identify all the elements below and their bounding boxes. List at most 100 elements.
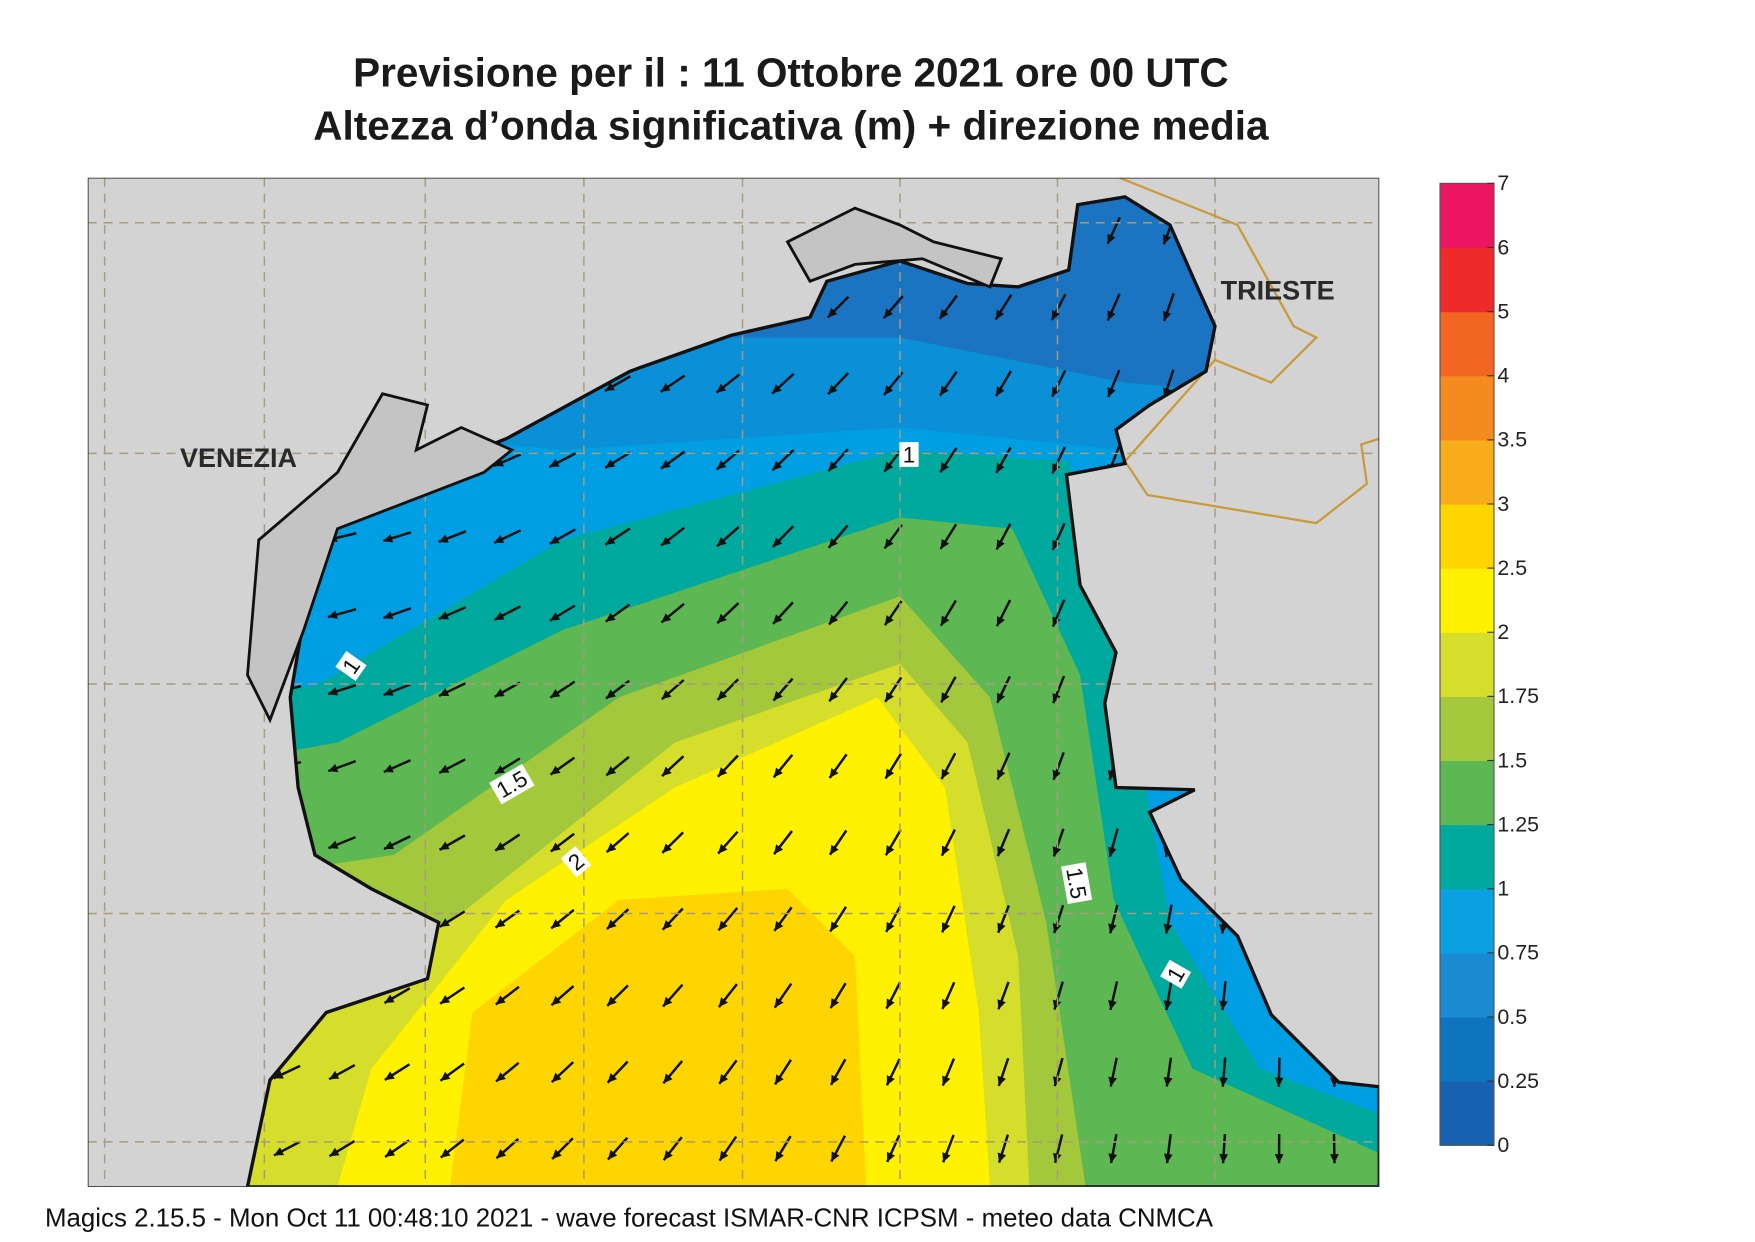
arrow xyxy=(549,528,576,545)
arrow-head xyxy=(662,843,672,853)
colorbar-label: 0.75 xyxy=(1497,941,1539,965)
arrow xyxy=(548,452,577,468)
arrow xyxy=(994,370,1013,397)
arrow xyxy=(716,754,739,778)
arrow-head xyxy=(383,610,394,620)
arrow-head xyxy=(719,1073,729,1084)
arrow xyxy=(830,1135,847,1163)
arrow-head xyxy=(494,688,505,697)
arrow xyxy=(606,908,630,930)
arrow-head xyxy=(607,1149,618,1160)
arrow-head xyxy=(830,921,839,932)
arrow xyxy=(493,605,521,621)
colorbar-label: 2 xyxy=(1497,620,1509,644)
arrow-head xyxy=(717,690,728,700)
arrow-head xyxy=(1274,1154,1284,1164)
contour-label-box xyxy=(1061,862,1093,905)
arrow xyxy=(1051,522,1066,551)
arrow xyxy=(1106,293,1121,322)
colorbar-label: 3 xyxy=(1497,492,1509,516)
arrow-head xyxy=(940,615,950,626)
arrow-head xyxy=(495,995,506,1005)
title-line-2: Altezza d’onda significativa (m) + direz… xyxy=(313,103,1269,149)
arrow-head xyxy=(661,536,672,546)
arrow-head xyxy=(440,1071,451,1081)
arrow-head xyxy=(1108,923,1117,934)
arrow-head xyxy=(939,308,949,319)
arrow xyxy=(494,681,521,698)
arrow-head xyxy=(718,843,728,854)
arrow-head xyxy=(552,1149,562,1159)
arrow xyxy=(883,447,904,473)
arrow xyxy=(438,530,467,544)
arrow-head xyxy=(775,1074,784,1085)
arrow-head xyxy=(1108,1153,1118,1164)
arrow xyxy=(551,1137,574,1160)
arrow xyxy=(995,599,1012,627)
colorbar-frame xyxy=(1439,182,1495,1146)
arrow xyxy=(1050,369,1067,398)
arrow-head xyxy=(439,764,450,773)
arrow xyxy=(273,1064,301,1080)
arrow xyxy=(1219,1133,1229,1164)
colorbar-segment xyxy=(1440,247,1494,313)
arrow xyxy=(604,451,631,469)
colorbar-segment xyxy=(1440,696,1494,762)
arrow-head xyxy=(1163,1000,1173,1011)
arrow xyxy=(884,676,903,703)
arrow xyxy=(327,759,357,773)
arrow-head xyxy=(772,537,783,548)
colorbar-label: 7 xyxy=(1497,171,1509,195)
contour-label: 1.5 xyxy=(1061,862,1093,905)
arrow-head xyxy=(886,1075,895,1086)
arrow xyxy=(327,608,357,619)
arrow-head xyxy=(828,537,838,548)
colorbar-label: 0.5 xyxy=(1497,1005,1527,1029)
arrow xyxy=(829,906,848,933)
arrow xyxy=(1052,904,1065,934)
arrow-head xyxy=(829,844,839,855)
arrow-head xyxy=(661,689,672,700)
arrow-head xyxy=(942,1075,951,1086)
arrow-head xyxy=(774,920,784,931)
arrow-head xyxy=(496,1148,507,1159)
map: VENEZIA TRIESTE 111.521.51 xyxy=(87,177,1380,1187)
arrow-head xyxy=(717,767,728,777)
colorbar-segment xyxy=(1440,632,1494,697)
arrow-head xyxy=(830,998,840,1009)
arrow-head xyxy=(828,384,838,395)
arrow-head xyxy=(940,462,950,473)
arrow-head xyxy=(495,918,506,928)
arrow xyxy=(493,453,522,468)
arrow-head xyxy=(493,458,505,467)
arrow xyxy=(997,905,1010,934)
arrow-head xyxy=(1107,233,1116,244)
arrow-head xyxy=(1218,924,1228,934)
arrow xyxy=(940,752,957,780)
colorbar-segment xyxy=(1440,439,1494,505)
arrow xyxy=(327,683,357,696)
arrow-head xyxy=(886,998,895,1009)
arrow xyxy=(384,1063,411,1082)
arrow-head xyxy=(773,767,783,778)
arrow-head xyxy=(886,1151,895,1162)
arrow xyxy=(716,525,740,548)
title-line-1: Previsione per il : 11 Ottobre 2021 ore … xyxy=(353,50,1229,96)
arrow xyxy=(939,447,958,474)
arrow-head xyxy=(718,920,728,931)
arrow xyxy=(995,523,1012,551)
arrow-head xyxy=(661,613,672,623)
arrow xyxy=(660,526,686,547)
arrow xyxy=(604,375,631,392)
arrow xyxy=(1051,599,1066,628)
arrow-head xyxy=(1052,616,1061,627)
arrow-head xyxy=(996,616,1005,627)
arrow xyxy=(383,683,412,697)
arrow-head xyxy=(774,844,784,855)
arrow-head xyxy=(329,1070,340,1080)
arrow xyxy=(273,1140,301,1157)
arrow-head xyxy=(997,1152,1007,1163)
arrow xyxy=(495,1061,520,1083)
arrow xyxy=(717,907,739,932)
arrow xyxy=(660,679,685,701)
